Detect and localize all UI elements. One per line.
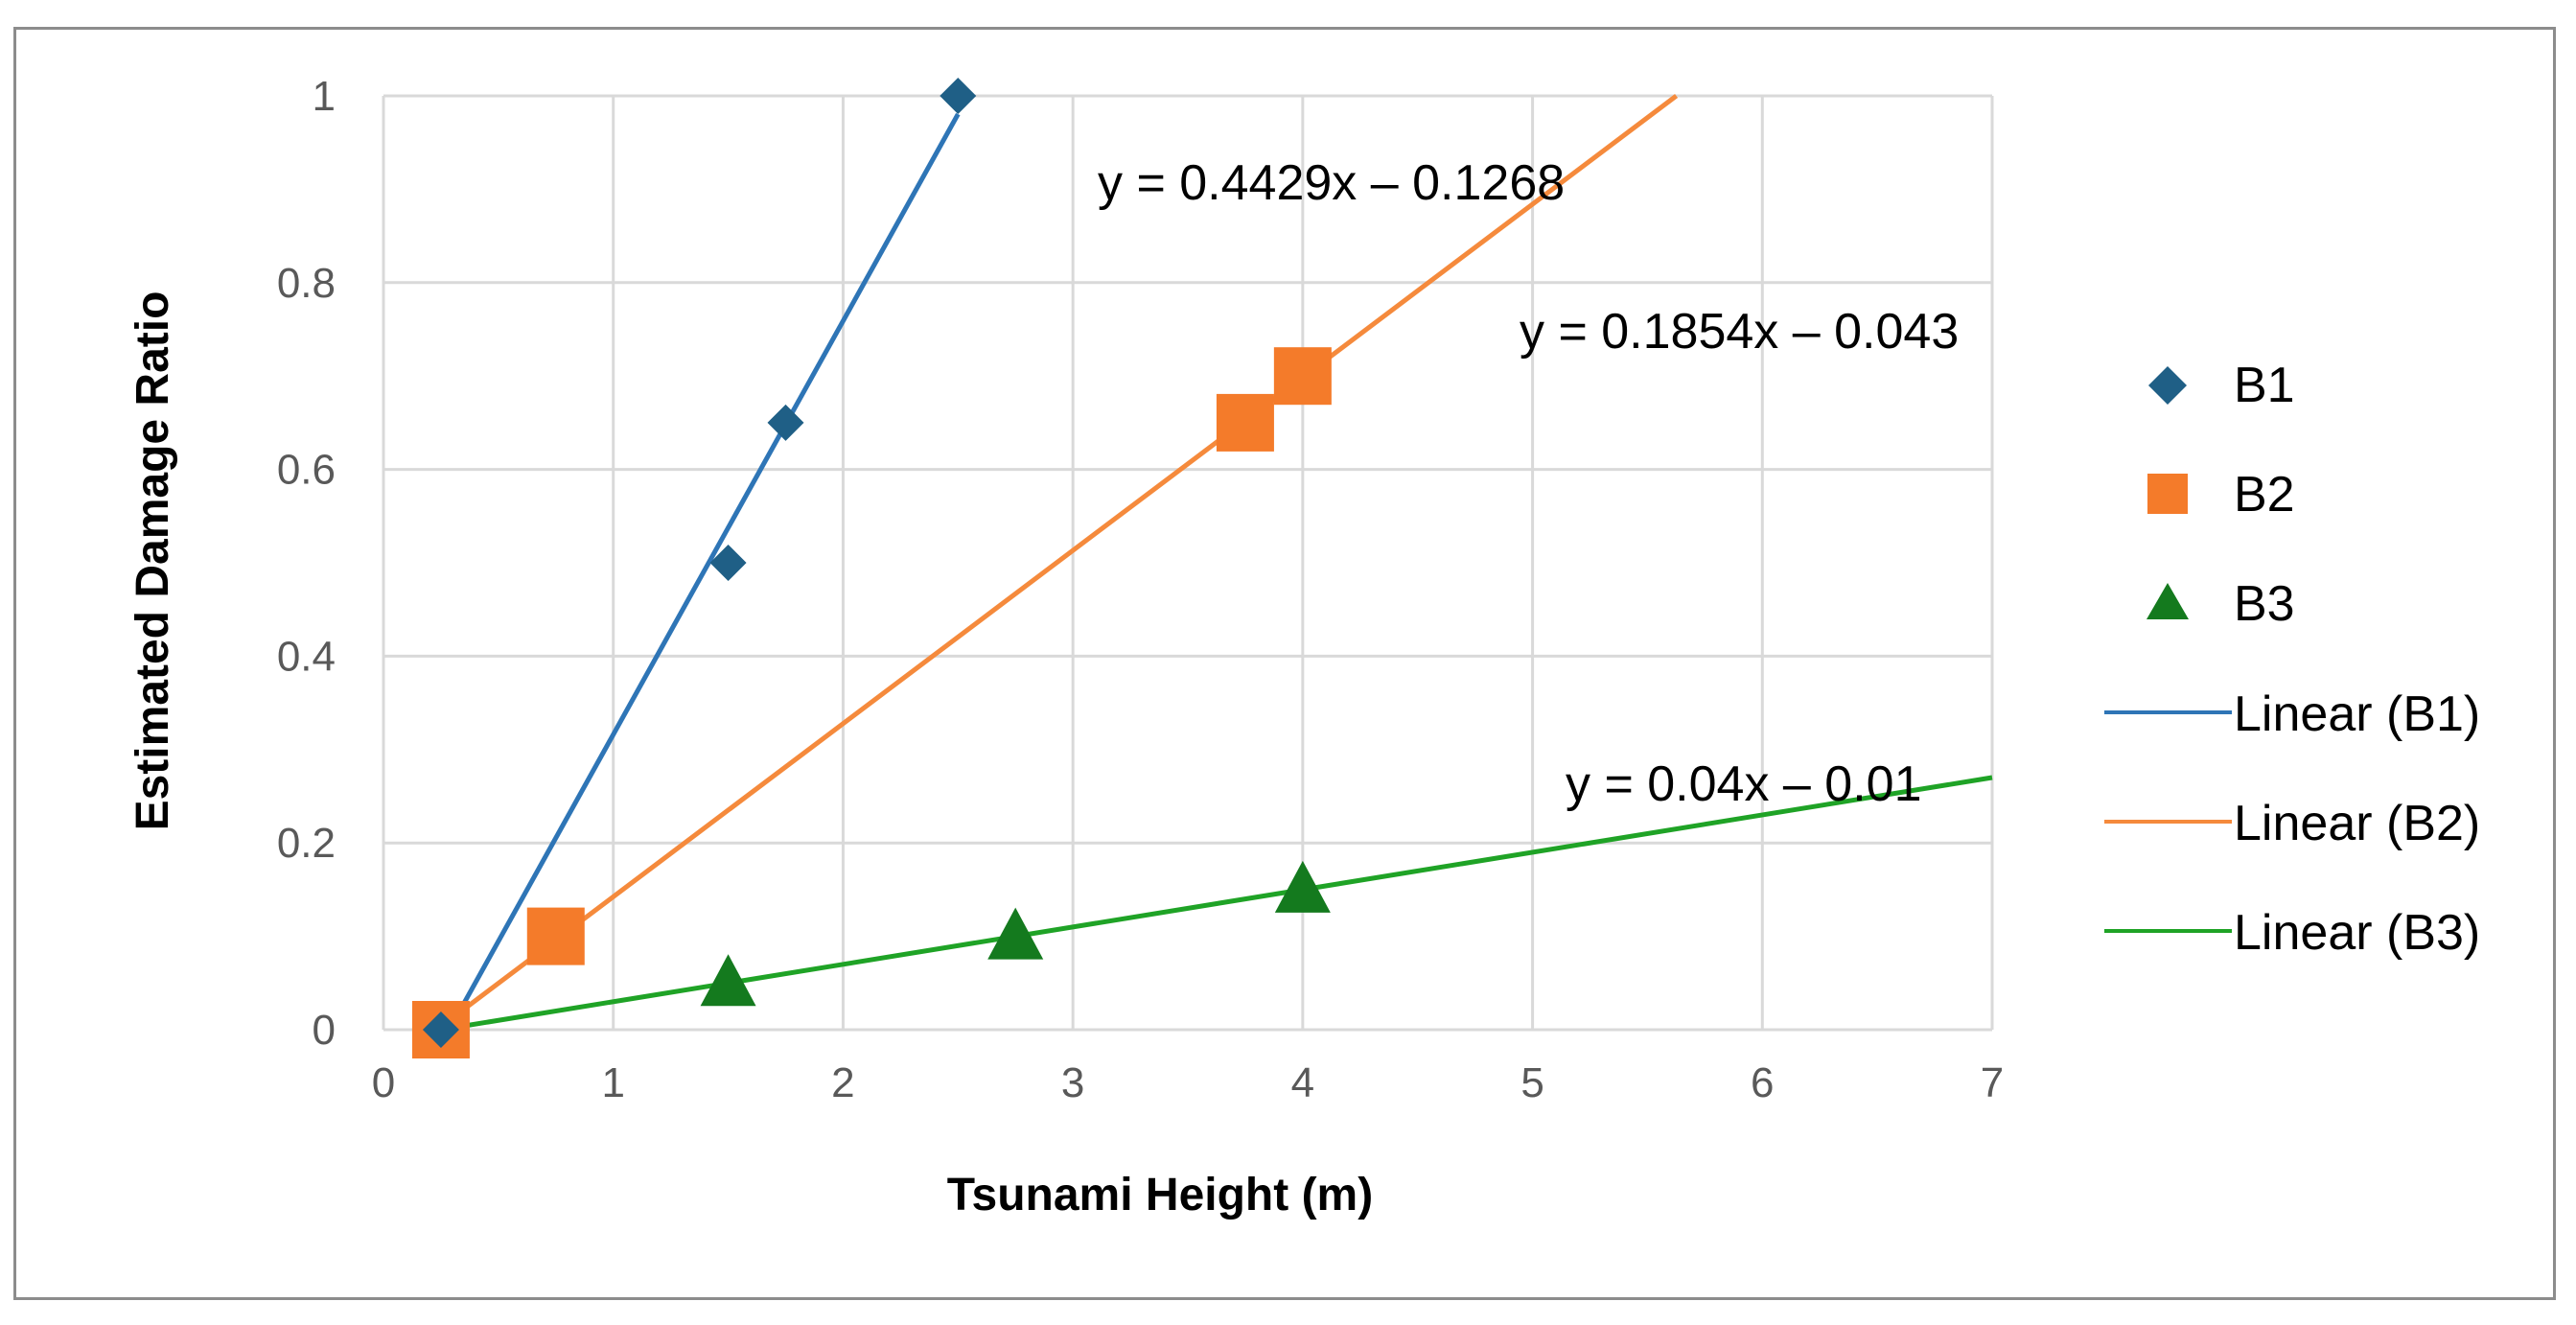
point-b2 — [1216, 393, 1274, 452]
x-tick-label: 3 — [1061, 1059, 1084, 1106]
point-b3 — [1274, 860, 1331, 913]
x-axis-title: Tsunami Height (m) — [947, 1170, 1373, 1220]
legend-label-b1: B1 — [2234, 358, 2295, 413]
legend-label-b3: B3 — [2234, 576, 2295, 632]
y-tick-label: 1 — [313, 73, 336, 120]
y-tick-label: 0.6 — [277, 447, 336, 494]
gridlines — [382, 94, 1994, 1032]
legend-marker-b3 — [2147, 583, 2189, 619]
x-tick-label: 6 — [1751, 1059, 1774, 1106]
x-tick-label: 5 — [1520, 1059, 1543, 1106]
y-tick-label: 0.4 — [277, 633, 336, 680]
equation-b2: y = 0.1854x – 0.043 — [1520, 304, 1959, 360]
x-tick-label: 2 — [831, 1059, 854, 1106]
point-b3 — [987, 907, 1044, 960]
equation-b3: y = 0.04x – 0.01 — [1566, 756, 1922, 812]
x-tick-label: 4 — [1291, 1059, 1314, 1106]
trendline-b3 — [440, 775, 1993, 1033]
trendline-b2 — [439, 94, 1679, 1029]
trendlines — [438, 94, 1993, 1046]
trendline-b1 — [438, 112, 961, 1046]
chart-frame — [13, 27, 2556, 1300]
legend: B1 B2 B3 Linear (B1) Linear (B2) Linear … — [2104, 358, 2480, 961]
legend-label-linear-b3: Linear (B3) — [2234, 905, 2480, 961]
legend-marker-b1 — [2148, 366, 2187, 405]
point-b2 — [1273, 347, 1332, 406]
y-axis-title: Estimated Damage Ratio — [128, 291, 178, 831]
x-tick-label: 0 — [372, 1059, 395, 1106]
data-markers — [411, 78, 1332, 1058]
legend-label-b2: B2 — [2234, 467, 2295, 523]
legend-marker-b2 — [2147, 474, 2188, 514]
point-b1 — [422, 1011, 459, 1048]
point-b1 — [940, 78, 977, 114]
x-tick-label: 7 — [1981, 1059, 2004, 1106]
point-b1 — [709, 545, 747, 581]
tick-labels: 0 1 2 3 4 5 6 7 0 0.2 0.4 0.6 0.8 1 — [277, 73, 2004, 1106]
point-b2 — [526, 907, 585, 965]
equation-b1: y = 0.4429x – 0.1268 — [1098, 155, 1565, 211]
y-tick-label: 0.2 — [277, 820, 336, 867]
point-b3 — [700, 954, 756, 1007]
y-tick-label: 0 — [313, 1007, 336, 1054]
legend-label-linear-b2: Linear (B2) — [2234, 796, 2480, 851]
x-tick-label: 1 — [601, 1059, 624, 1106]
legend-label-linear-b1: Linear (B1) — [2234, 686, 2480, 742]
y-tick-label: 0.8 — [277, 260, 336, 307]
point-b1 — [767, 404, 804, 441]
